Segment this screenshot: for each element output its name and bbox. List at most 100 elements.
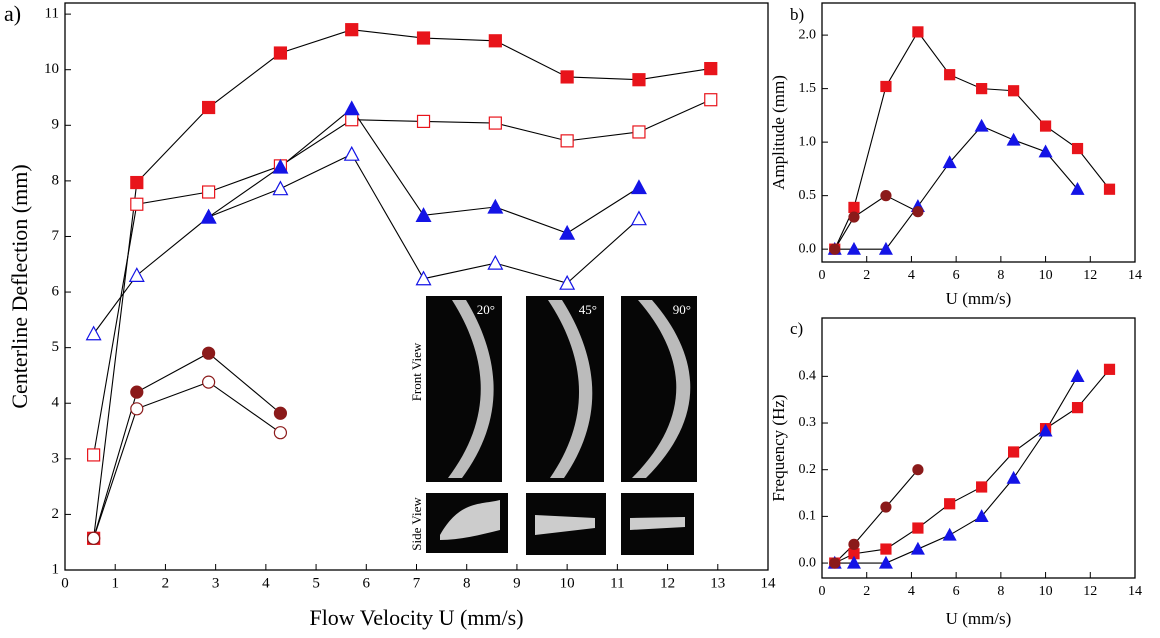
x-tick-label: 4: [908, 268, 915, 283]
inset-angle: 45°: [579, 302, 597, 317]
inset-row-label: Side View: [409, 497, 424, 551]
marker: [202, 375, 216, 389]
marker: [130, 385, 144, 399]
marker: [272, 158, 289, 174]
x-tick-label: 4: [908, 584, 915, 599]
marker: [910, 541, 925, 555]
marker: [343, 100, 360, 116]
marker: [944, 69, 956, 81]
y-axis-label: Centerline Deflection (mm): [7, 164, 32, 408]
y-tick-label: 0.4: [799, 369, 817, 384]
marker: [487, 254, 504, 270]
marker: [1008, 85, 1020, 97]
marker: [880, 543, 892, 555]
marker: [880, 501, 892, 513]
marker: [942, 527, 957, 541]
x-tick-label: 0: [819, 268, 826, 283]
x-tick-label: 13: [710, 575, 725, 591]
marker: [1039, 120, 1052, 132]
y-tick-label: 2: [52, 506, 60, 522]
marker: [1070, 369, 1085, 382]
y-tick-label: 7: [52, 228, 60, 244]
marker: [343, 145, 360, 161]
y-tick-label: 4: [52, 395, 60, 411]
marker: [632, 125, 646, 139]
marker: [846, 555, 861, 569]
marker: [630, 179, 647, 195]
photo-shape: [548, 300, 593, 478]
marker: [85, 325, 102, 341]
panel-label: c): [790, 319, 803, 338]
marker: [1008, 446, 1020, 458]
x-tick-label: 4: [262, 575, 270, 591]
photo-shape: [440, 500, 500, 540]
marker: [912, 26, 924, 38]
marker: [880, 80, 892, 93]
y-axis-label: Frequency (Hz): [769, 394, 788, 501]
x-tick-label: 0: [819, 584, 826, 599]
y-tick-label: 11: [45, 6, 59, 22]
marker: [1038, 144, 1053, 158]
marker: [273, 426, 288, 440]
series-line: [834, 469, 919, 564]
marker: [273, 46, 288, 60]
series-line: [834, 368, 1110, 564]
series-line: [834, 195, 919, 250]
x-tick-label: 8: [463, 575, 471, 591]
marker: [87, 531, 101, 545]
marker: [487, 198, 504, 214]
y-tick-label: 5: [52, 339, 60, 355]
y-tick-label: 0.0: [799, 241, 817, 256]
x-tick-label: 9: [513, 575, 521, 591]
x-tick-label: 0: [61, 575, 69, 591]
panel-label: b): [790, 5, 804, 24]
marker: [415, 270, 432, 286]
photo-shape: [448, 300, 494, 478]
y-tick-label: 10: [44, 61, 59, 77]
y-tick-label: 8: [52, 172, 60, 188]
marker: [829, 557, 841, 569]
plot-frame: [821, 2, 1136, 263]
y-tick-label: 1: [52, 561, 60, 577]
marker: [912, 464, 924, 476]
marker: [272, 180, 289, 196]
x-tick-label: 6: [953, 584, 960, 599]
panel-label: a): [4, 1, 21, 26]
marker: [560, 70, 574, 84]
marker: [345, 23, 359, 37]
marker: [848, 201, 860, 214]
marker: [202, 185, 216, 199]
marker: [974, 118, 989, 132]
marker: [130, 175, 144, 190]
marker: [1070, 181, 1085, 195]
marker: [1006, 470, 1021, 484]
inset-angle: 90°: [673, 302, 691, 317]
panel: 0 1 2 3 4 5 6 7 8 9 10 11 12 13 141234567891011a)Flow …: [4, 1, 776, 630]
x-tick-label: 2: [863, 268, 870, 283]
marker: [559, 274, 576, 290]
marker: [415, 207, 432, 222]
marker: [1103, 183, 1116, 195]
inset-angle: 20°: [477, 302, 495, 317]
x-tick-label: 3: [212, 575, 220, 591]
series-line: [834, 376, 1079, 564]
x-tick-label: 2: [863, 584, 870, 599]
marker: [846, 241, 861, 255]
marker: [560, 134, 574, 148]
marker: [130, 197, 144, 211]
marker: [273, 406, 288, 420]
marker: [128, 267, 145, 282]
series-line: [93, 99, 711, 456]
marker: [880, 190, 892, 202]
x-tick-label: 14: [1128, 584, 1142, 599]
y-axis-label: Amplitude (mm): [769, 75, 788, 190]
marker: [974, 509, 989, 522]
x-tick-label: 7: [413, 575, 421, 591]
marker: [878, 555, 893, 569]
series-line: [93, 352, 281, 539]
marker: [345, 113, 359, 127]
marker: [944, 498, 956, 510]
photo-shape: [535, 515, 595, 535]
x-tick-label: 6: [953, 268, 960, 283]
marker: [1071, 142, 1084, 155]
